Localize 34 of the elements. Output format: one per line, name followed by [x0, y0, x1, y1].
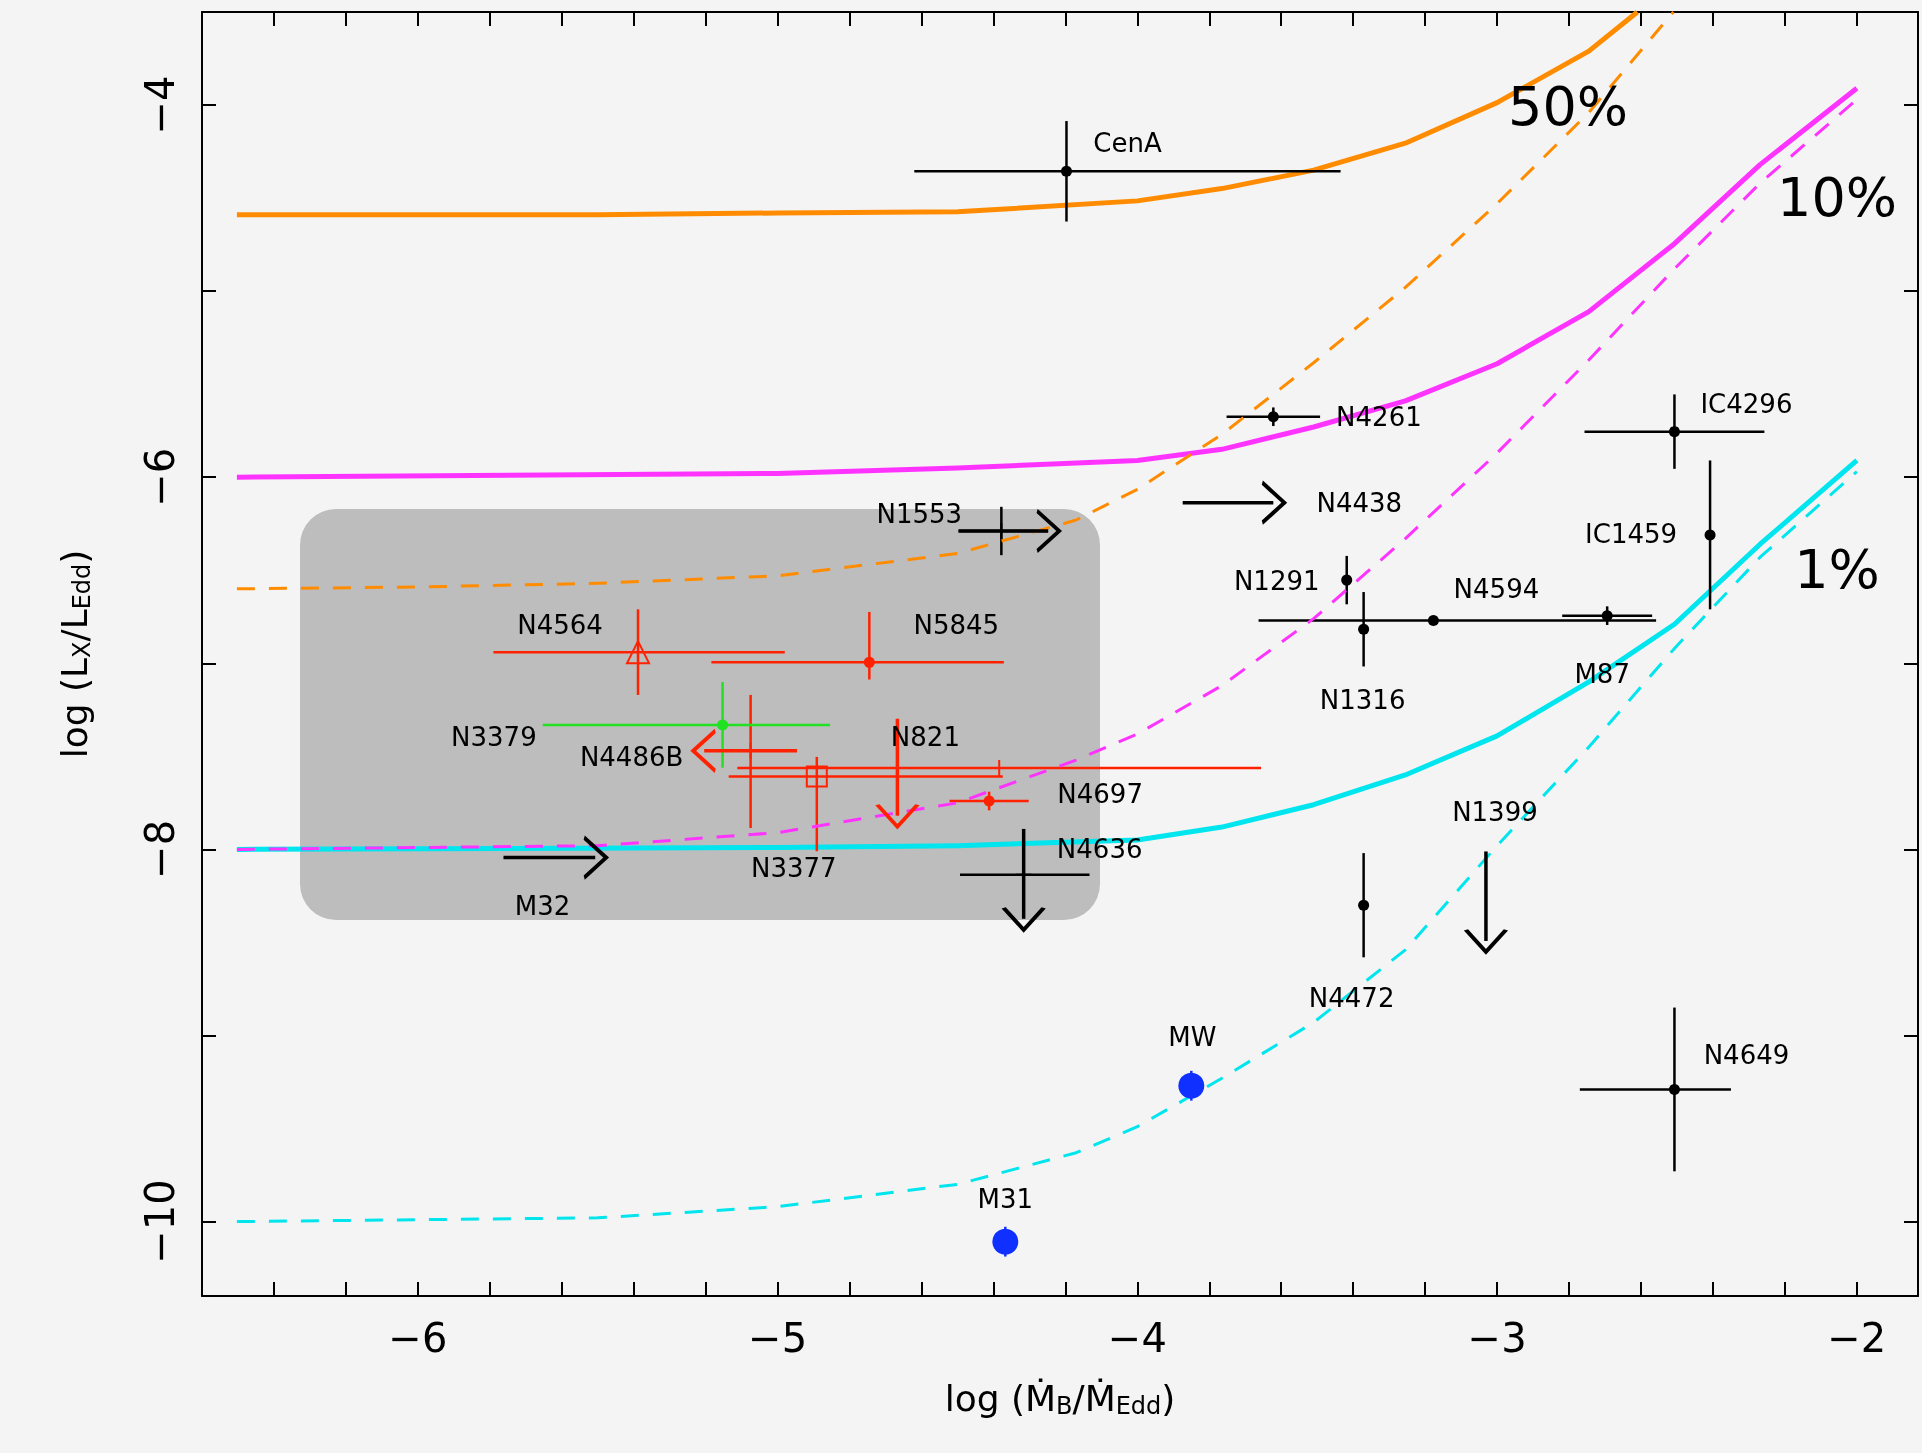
annotation: N1553 [876, 499, 963, 529]
annotation: N1316 [1319, 685, 1406, 716]
x-tick-label: −4 [1107, 1315, 1167, 1361]
annotation: IC4296 [1700, 388, 1793, 419]
annotation: 10% [1777, 165, 1898, 229]
annotation: CenA [1093, 128, 1162, 159]
annotation: IC1459 [1585, 518, 1678, 549]
annotation: 50% [1508, 75, 1629, 139]
x-tick-label: −5 [748, 1315, 808, 1361]
annotation: N4697 [1057, 779, 1143, 810]
annotation: N4594 [1453, 573, 1540, 604]
annotation: N4636 [1056, 833, 1143, 864]
annotation: 1% [1794, 537, 1880, 601]
y-axis-title: log (LX/LEdd) [53, 549, 96, 759]
annotation: N4261 [1336, 401, 1422, 432]
annotation: N4649 [1703, 1040, 1790, 1071]
annotation: M32 [514, 890, 571, 921]
annotation: N4564 [517, 610, 603, 641]
y-tick-label: −10 [137, 1179, 183, 1264]
x-tick-label: −3 [1467, 1315, 1527, 1361]
annotation: N1291 [1233, 566, 1320, 597]
annotation: M31 [977, 1183, 1034, 1214]
annotation: N5845 [913, 610, 1000, 641]
annotation: N4472 [1308, 983, 1395, 1014]
annotation: N4486B [579, 741, 684, 772]
x-tick-label: −6 [388, 1315, 448, 1361]
x-tick-label: −2 [1827, 1315, 1887, 1361]
y-tick-label: −6 [137, 447, 183, 507]
y-tick-label: −8 [137, 819, 183, 879]
y-tick-label: −4 [137, 75, 183, 135]
annotation: N3377 [751, 853, 837, 884]
annotation: N4438 [1316, 487, 1403, 518]
annotation: N3379 [451, 721, 537, 752]
annotation: MW [1168, 1021, 1217, 1052]
